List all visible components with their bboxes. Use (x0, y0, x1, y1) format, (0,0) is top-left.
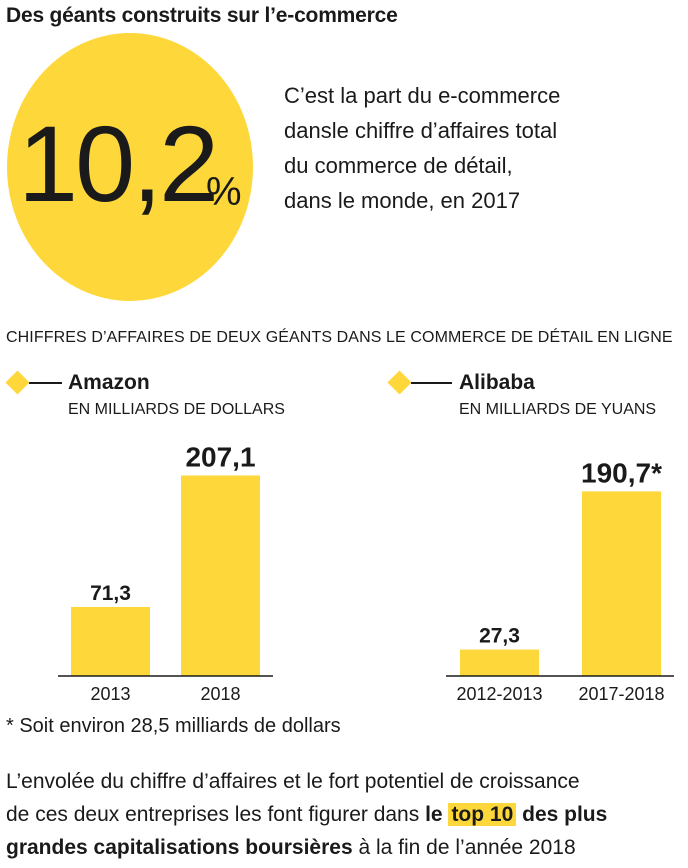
category-tick-label: 2013 (90, 684, 130, 704)
stat-description-line: dans le monde, en 2017 (284, 188, 521, 213)
legend-unit-alibaba: EN MILLIARDS DE YUANS (459, 401, 657, 418)
conclusion-text-bold: grandes capitalisations boursières (6, 836, 353, 859)
stat-unit: % (206, 170, 242, 214)
legend-label-amazon: Amazon (68, 371, 150, 394)
bar (71, 606, 150, 676)
conclusion-line-2: de ces deux entreprises les font figurer… (6, 798, 684, 831)
conclusion-line-1: L’envolée du chiffre d’affaires et le fo… (6, 770, 580, 793)
legend-label-alibaba: Alibaba (459, 371, 535, 394)
category-tick-label: 2012-2013 (456, 684, 542, 704)
legend-marker-amazon (5, 370, 62, 395)
conclusion-text-plain: à la fin de l’année 2018 (352, 836, 576, 859)
stat-value: 10,2 (18, 103, 219, 224)
top-10-highlight: top 10 (448, 803, 517, 826)
page-title: Des géants construits sur l’e-commerce (6, 4, 398, 27)
stat-description-line: dansle chiffre d’affaires total (284, 118, 558, 143)
bar-value-label: 71,3 (90, 582, 131, 605)
conclusion-text: L’envolée du chiffre d’affaires et le fo… (6, 765, 684, 864)
category-tick-label: 2017-2018 (578, 684, 664, 704)
stat-circle (7, 33, 253, 301)
legend-markers (5, 370, 452, 395)
bar-charts: 71,3 2013 207,1 2018 27,3 2012-2013 190,7* 2017… (58, 441, 674, 704)
legend-unit-amazon: EN MILLIARDS DE DOLLARS (68, 401, 285, 418)
chart-heading: CHIFFRES D’AFFAIRES DE DEUX GÉANTS DANS … (6, 329, 673, 346)
conclusion-text-plain: de ces deux entreprises les font figurer… (6, 803, 426, 826)
bar-value-label: 27,3 (479, 625, 520, 648)
footnote: * Soit environ 28,5 milliards de dollars (6, 715, 341, 737)
stat-description-line: C’est la part du e-commerce (284, 83, 561, 108)
conclusion-text-bold: le (425, 803, 449, 826)
stat-description: C’est la part du e-commerce dansle chiff… (284, 78, 614, 218)
bar (460, 649, 539, 676)
conclusion-line-3: grandes capitalisations boursières à la … (6, 831, 684, 864)
conclusion-text-bold: des plus (516, 803, 608, 826)
bar (181, 475, 260, 676)
stat-description-line: du commerce de détail, (284, 153, 513, 178)
bar-value-label: 207,1 (185, 441, 255, 472)
bar (582, 491, 661, 676)
bar-value-label: 190,7* (581, 457, 662, 488)
legend-marker-alibaba (387, 370, 452, 395)
category-tick-label: 2018 (200, 684, 240, 704)
